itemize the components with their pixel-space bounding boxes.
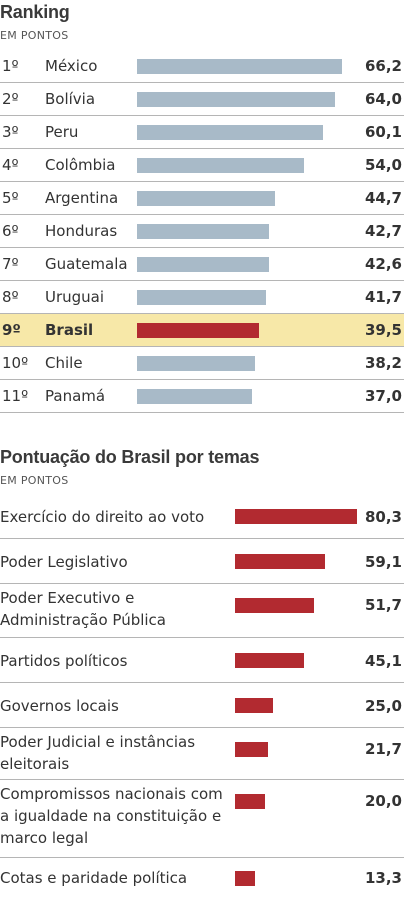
ranking-bar bbox=[137, 158, 305, 173]
value-label: 54,0 bbox=[364, 156, 402, 174]
ranking-row: 10º Chile 38,2 bbox=[0, 347, 404, 380]
theme-row: Poder Executivo e Administração Pública 5… bbox=[0, 584, 404, 638]
ranking-bar bbox=[137, 224, 270, 239]
rank-label: 4º bbox=[2, 156, 19, 174]
rank-label: 2º bbox=[2, 90, 19, 108]
theme-label: Cotas e paridade política bbox=[0, 869, 188, 887]
ranking-row: 5º Argentina 44,7 bbox=[0, 182, 404, 215]
theme-bar bbox=[235, 742, 268, 757]
theme-label: Poder Executivo e Administração Pública bbox=[0, 589, 166, 629]
country-label: Bolívia bbox=[45, 90, 96, 108]
ranking-row: 2º Bolívia 64,0 bbox=[0, 83, 404, 116]
theme-row: Partidos políticos 45,1 bbox=[0, 638, 404, 683]
theme-row: Governos locais 25,0 bbox=[0, 683, 404, 728]
theme-label: Poder Legislativo bbox=[0, 552, 128, 571]
rank-label: 8º bbox=[2, 288, 19, 306]
value-label: 64,0 bbox=[364, 90, 402, 108]
themes-subtitle: EM PONTOS bbox=[0, 474, 69, 487]
theme-row: Cotas e paridade política 13,3 bbox=[0, 858, 404, 898]
theme-label: Exercício do direito ao voto bbox=[0, 507, 205, 526]
value-label: 42,7 bbox=[364, 222, 402, 240]
country-label: Uruguai bbox=[45, 288, 105, 306]
themes-title: Pontuação do Brasil por temas bbox=[0, 447, 260, 467]
theme-bar bbox=[235, 509, 357, 524]
ranking-title: Ranking bbox=[0, 2, 70, 22]
theme-value-label: 45,1 bbox=[364, 651, 402, 670]
theme-bar bbox=[235, 653, 304, 668]
ranking-subtitle: EM PONTOS bbox=[0, 29, 69, 42]
value-label: 41,7 bbox=[364, 288, 402, 306]
ranking-bar bbox=[137, 191, 276, 206]
theme-bar bbox=[235, 870, 256, 886]
country-label: Guatemala bbox=[45, 255, 128, 273]
ranking-bar bbox=[137, 92, 336, 107]
rank-label: 6º bbox=[2, 222, 19, 240]
value-label: 66,2 bbox=[364, 57, 402, 75]
theme-value-label: 25,0 bbox=[364, 696, 402, 715]
rank-label: 9º bbox=[2, 321, 21, 339]
value-label: 42,6 bbox=[364, 255, 402, 273]
country-label: Peru bbox=[45, 123, 79, 141]
value-label: 39,5 bbox=[364, 321, 402, 339]
theme-label: Partidos políticos bbox=[0, 651, 128, 670]
ranking-bar bbox=[137, 389, 252, 404]
theme-bar bbox=[235, 598, 314, 613]
theme-value-label: 59,1 bbox=[364, 552, 402, 571]
ranking-row: 4º Colômbia 54,0 bbox=[0, 149, 404, 182]
ranking-row: 8º Uruguai 41,7 bbox=[0, 281, 404, 314]
ranking-bar bbox=[137, 125, 324, 140]
value-label: 38,2 bbox=[364, 354, 402, 372]
rank-label: 1º bbox=[2, 57, 19, 75]
ranking-row: 1º México 66,2 bbox=[0, 50, 404, 83]
country-label: Colômbia bbox=[45, 156, 116, 174]
theme-value-label: 80,3 bbox=[364, 507, 402, 526]
country-label: Brasil bbox=[45, 321, 94, 339]
theme-row: Compromissos nacionais com a igualdade n… bbox=[0, 780, 404, 858]
ranking-bar bbox=[137, 356, 256, 371]
rank-label: 7º bbox=[2, 255, 19, 273]
theme-value-label: 13,3 bbox=[364, 869, 402, 887]
country-label: Chile bbox=[45, 354, 83, 372]
ranking-row: 7º Guatemala 42,6 bbox=[0, 248, 404, 281]
country-label: Honduras bbox=[45, 222, 118, 240]
rank-label: 5º bbox=[2, 189, 19, 207]
value-label: 37,0 bbox=[364, 387, 402, 405]
country-label: Panamá bbox=[45, 387, 106, 405]
theme-row: Poder Legislativo 59,1 bbox=[0, 539, 404, 584]
rank-label: 10º bbox=[2, 354, 29, 372]
theme-bar bbox=[235, 554, 325, 569]
ranking-row: 3º Peru 60,1 bbox=[0, 116, 404, 149]
theme-value-label: 51,7 bbox=[364, 596, 402, 614]
theme-label: Compromissos nacionais com a igualdade n… bbox=[0, 785, 223, 847]
value-label: 44,7 bbox=[364, 189, 402, 207]
ranking-bar bbox=[137, 257, 269, 272]
value-label: 60,1 bbox=[364, 123, 402, 141]
ranking-bar bbox=[137, 323, 260, 338]
theme-value-label: 21,7 bbox=[364, 740, 402, 758]
theme-bar bbox=[235, 698, 273, 713]
ranking-row: 6º Honduras 42,7 bbox=[0, 215, 404, 248]
country-label: Argentina bbox=[45, 189, 119, 207]
theme-label: Poder Judicial e instâncias eleitorais bbox=[0, 733, 196, 773]
ranking-bar bbox=[137, 59, 342, 74]
theme-value-label: 20,0 bbox=[364, 792, 402, 810]
theme-row: Poder Judicial e instâncias eleitorais 21… bbox=[0, 728, 404, 780]
theme-bar bbox=[235, 794, 266, 809]
country-label: México bbox=[45, 57, 98, 75]
ranking-bar bbox=[137, 290, 267, 305]
theme-label: Governos locais bbox=[0, 696, 119, 715]
ranking-row: 9º Brasil 39,5 bbox=[0, 314, 404, 347]
ranking-row: 11º Panamá 37,0 bbox=[0, 380, 404, 413]
rank-label: 11º bbox=[2, 387, 29, 405]
rank-label: 3º bbox=[2, 123, 19, 141]
theme-row: Exercício do direito ao voto 80,3 bbox=[0, 494, 404, 539]
